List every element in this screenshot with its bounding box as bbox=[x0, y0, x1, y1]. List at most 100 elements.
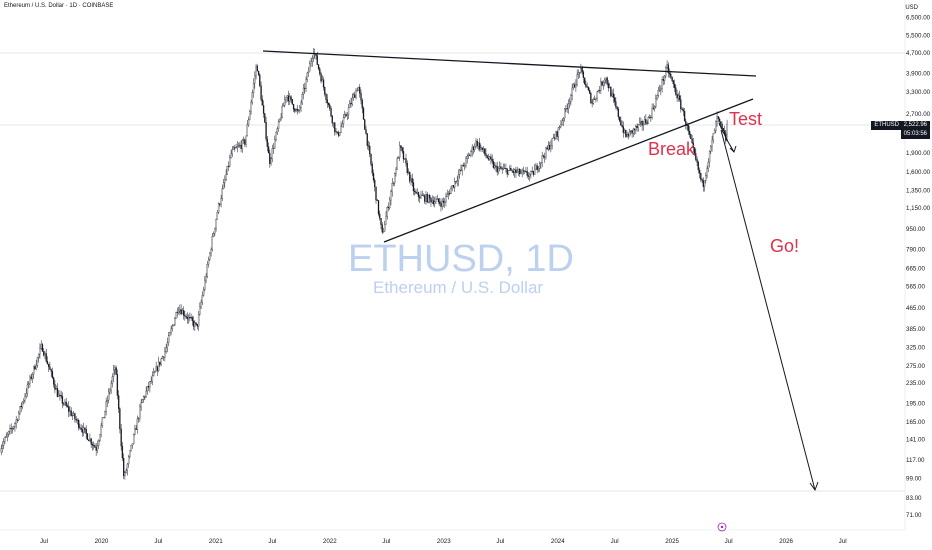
candle-body bbox=[317, 64, 320, 69]
candle-body bbox=[374, 179, 376, 187]
candle-body bbox=[291, 98, 293, 105]
candle-body bbox=[707, 161, 709, 169]
candle-body bbox=[332, 122, 335, 124]
candle-body bbox=[287, 95, 290, 102]
candle-body bbox=[479, 142, 481, 150]
candle-body bbox=[504, 168, 506, 169]
candle-body bbox=[10, 428, 12, 430]
candle-body bbox=[597, 90, 600, 93]
candle-body bbox=[195, 322, 197, 325]
candle-body bbox=[696, 159, 698, 163]
candle-body bbox=[556, 131, 558, 137]
candle-body bbox=[430, 198, 432, 203]
candle-body bbox=[692, 142, 694, 148]
candle-body bbox=[252, 83, 255, 93]
candle-body bbox=[164, 351, 166, 358]
candle-body bbox=[60, 395, 62, 397]
candle-body bbox=[617, 108, 620, 118]
y-tick-label: 565.00 bbox=[906, 283, 925, 290]
candle-body bbox=[261, 99, 263, 106]
candle-body bbox=[11, 428, 14, 430]
candle-body bbox=[620, 120, 622, 126]
event-marker-icon[interactable] bbox=[717, 522, 727, 532]
candle-body bbox=[20, 406, 22, 408]
candle-body bbox=[608, 86, 611, 89]
candle-body bbox=[397, 157, 400, 159]
candle-body bbox=[486, 155, 488, 159]
currency-label: USD bbox=[905, 5, 918, 11]
candle-body bbox=[108, 391, 110, 401]
candle-body bbox=[655, 98, 657, 107]
candle-body bbox=[429, 195, 431, 199]
candle-body bbox=[642, 124, 645, 126]
candle-series bbox=[0, 48, 728, 480]
candle-body bbox=[302, 87, 305, 95]
candle-body bbox=[124, 472, 126, 477]
candle-body bbox=[436, 198, 438, 200]
candle-body bbox=[104, 411, 106, 418]
candle-body bbox=[670, 73, 672, 78]
candle-body bbox=[18, 412, 20, 421]
candle-body bbox=[56, 388, 59, 397]
candle-body bbox=[683, 111, 686, 122]
candle-body bbox=[500, 166, 502, 169]
candle-body bbox=[637, 124, 640, 128]
y-tick-label: 1,350.00 bbox=[906, 187, 931, 194]
candle-body bbox=[586, 86, 588, 88]
candle-body bbox=[606, 77, 608, 84]
candle-body bbox=[381, 224, 383, 233]
candle-body bbox=[199, 306, 201, 315]
candle-body bbox=[379, 213, 381, 219]
candle-body bbox=[214, 227, 216, 234]
upper-trendline bbox=[262, 50, 757, 77]
candle-body bbox=[592, 98, 595, 104]
candle-body bbox=[0, 448, 2, 453]
candle-body bbox=[66, 405, 69, 407]
candle-body bbox=[615, 101, 617, 108]
y-tick-label: 1,150.00 bbox=[906, 205, 931, 212]
candle-body bbox=[446, 194, 448, 197]
y-tick-label: 165.00 bbox=[906, 419, 925, 426]
candle-body bbox=[369, 145, 371, 155]
candle-body bbox=[668, 72, 671, 75]
candle-body bbox=[8, 431, 10, 435]
candle-body bbox=[571, 87, 573, 96]
candle-body bbox=[174, 318, 176, 326]
candle-body bbox=[452, 185, 455, 188]
candle-body bbox=[625, 130, 627, 137]
candle-body bbox=[134, 428, 136, 435]
candle-body bbox=[474, 146, 476, 151]
candle-body bbox=[409, 171, 411, 182]
candle-body bbox=[277, 121, 280, 129]
candle-body bbox=[702, 180, 704, 187]
candle-body bbox=[489, 156, 491, 160]
candle-body bbox=[201, 295, 204, 303]
candle-body bbox=[382, 231, 385, 233]
candle-body bbox=[351, 97, 353, 105]
candle-body bbox=[58, 394, 60, 397]
candle-body bbox=[297, 109, 300, 111]
y-tick-label: 83.00 bbox=[906, 495, 922, 502]
candle-body bbox=[144, 396, 146, 398]
y-tick-label: 465.00 bbox=[906, 305, 925, 312]
candle-body bbox=[236, 146, 238, 148]
candle-body bbox=[103, 417, 105, 419]
candle-body bbox=[451, 185, 453, 189]
candle-body bbox=[246, 124, 248, 137]
candle-body bbox=[340, 126, 342, 133]
candle-body bbox=[15, 419, 17, 424]
candle-body bbox=[366, 133, 368, 146]
candle-body bbox=[391, 183, 393, 192]
candle-body bbox=[576, 74, 578, 85]
candle-body bbox=[450, 188, 452, 195]
y-tick-label: 325.00 bbox=[906, 344, 925, 351]
candle-body bbox=[169, 332, 171, 336]
candle-body bbox=[454, 181, 456, 188]
candle-body bbox=[653, 106, 656, 109]
candle-body bbox=[364, 119, 366, 130]
candle-body bbox=[512, 170, 515, 173]
candle-body bbox=[180, 309, 182, 315]
candle-body bbox=[384, 224, 386, 232]
candle-body bbox=[464, 165, 466, 167]
